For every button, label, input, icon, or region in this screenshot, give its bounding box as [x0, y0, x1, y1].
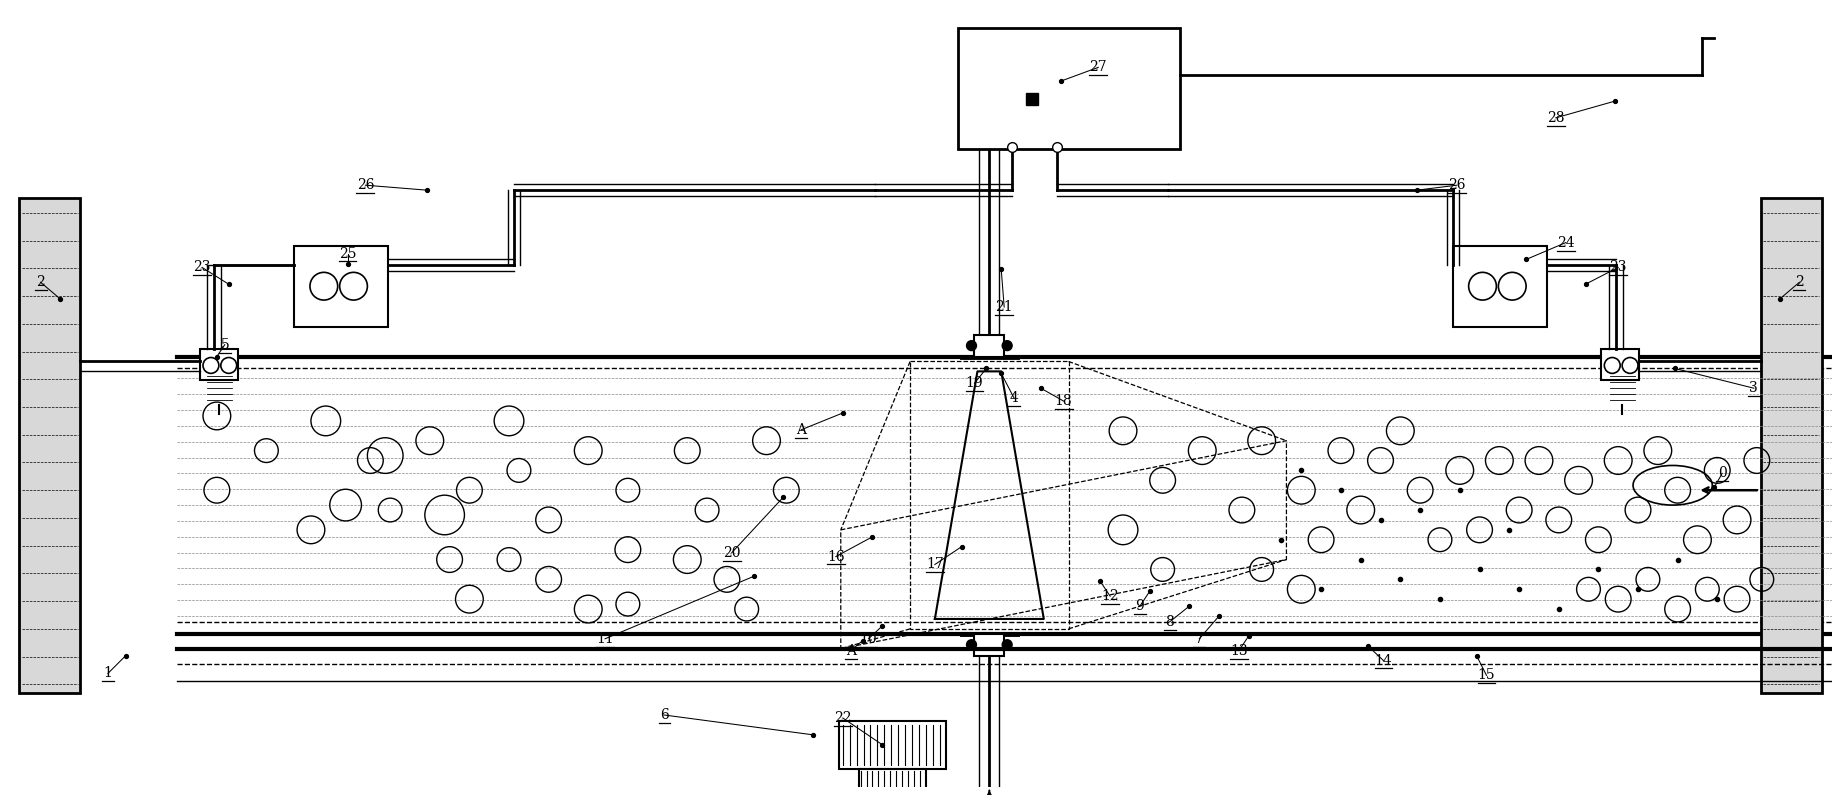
Bar [201, 348, 237, 380]
Text: 14: 14 [1375, 653, 1392, 668]
Text: 28: 28 [1546, 111, 1565, 125]
Text: 27: 27 [1090, 60, 1106, 75]
Bar [858, 769, 926, 793]
Text: 10: 10 [860, 632, 878, 646]
Text: 9: 9 [1136, 599, 1145, 613]
Text: 22: 22 [834, 711, 852, 725]
Text: A: A [795, 423, 806, 436]
Text: 1: 1 [103, 666, 112, 681]
Text: 2: 2 [1795, 275, 1804, 289]
Text: 13: 13 [1230, 644, 1248, 657]
Text: 23: 23 [193, 261, 210, 274]
Bar [974, 335, 1003, 356]
Text: 0: 0 [1718, 467, 1727, 480]
Text: 17: 17 [926, 557, 944, 572]
Text: 6: 6 [661, 708, 668, 722]
Text: 2: 2 [37, 275, 44, 289]
Text: 19: 19 [967, 376, 983, 390]
Circle shape [967, 341, 976, 351]
Bar [974, 634, 1003, 656]
Text: 25: 25 [339, 246, 357, 261]
Bar [839, 721, 946, 769]
Text: 21: 21 [996, 300, 1013, 314]
Circle shape [1002, 341, 1013, 351]
Circle shape [1002, 640, 1013, 650]
Text: 12: 12 [1101, 589, 1119, 603]
Text: 15: 15 [1478, 669, 1495, 682]
Bar [1453, 246, 1546, 327]
Text: 24: 24 [1557, 235, 1574, 250]
Text: 18: 18 [1055, 394, 1073, 408]
Circle shape [967, 640, 976, 650]
Bar [18, 198, 81, 693]
Text: 8: 8 [1165, 615, 1175, 629]
Bar [295, 246, 388, 327]
Bar [957, 28, 1180, 149]
Text: 3: 3 [1749, 382, 1758, 395]
Text: 11: 11 [596, 632, 613, 646]
Text: 23: 23 [1609, 261, 1627, 274]
Bar [1760, 198, 1823, 693]
Text: 20: 20 [724, 545, 740, 560]
Text: 16: 16 [827, 549, 845, 564]
Text: 7: 7 [1195, 632, 1204, 646]
Text: 26: 26 [1449, 178, 1465, 192]
Text: 5: 5 [221, 338, 228, 351]
Text: 4: 4 [1009, 391, 1018, 405]
Bar [1602, 348, 1638, 380]
Text: A: A [845, 644, 856, 657]
Text: 26: 26 [357, 178, 374, 192]
